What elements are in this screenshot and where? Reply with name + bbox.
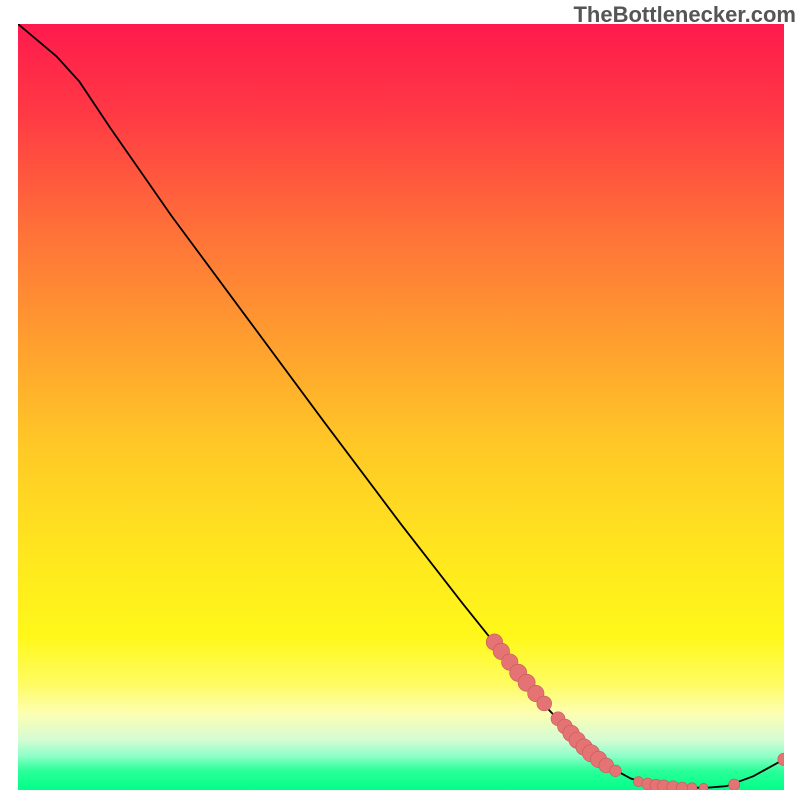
- plot-area: [18, 24, 784, 790]
- plot-background: [18, 24, 784, 790]
- data-marker: [699, 783, 708, 790]
- data-marker: [610, 765, 622, 777]
- data-marker: [729, 779, 740, 790]
- data-marker: [687, 783, 697, 790]
- chart-svg: [18, 24, 784, 790]
- chart-canvas: TheBottlenecker.com: [0, 0, 800, 800]
- data-marker: [537, 696, 552, 711]
